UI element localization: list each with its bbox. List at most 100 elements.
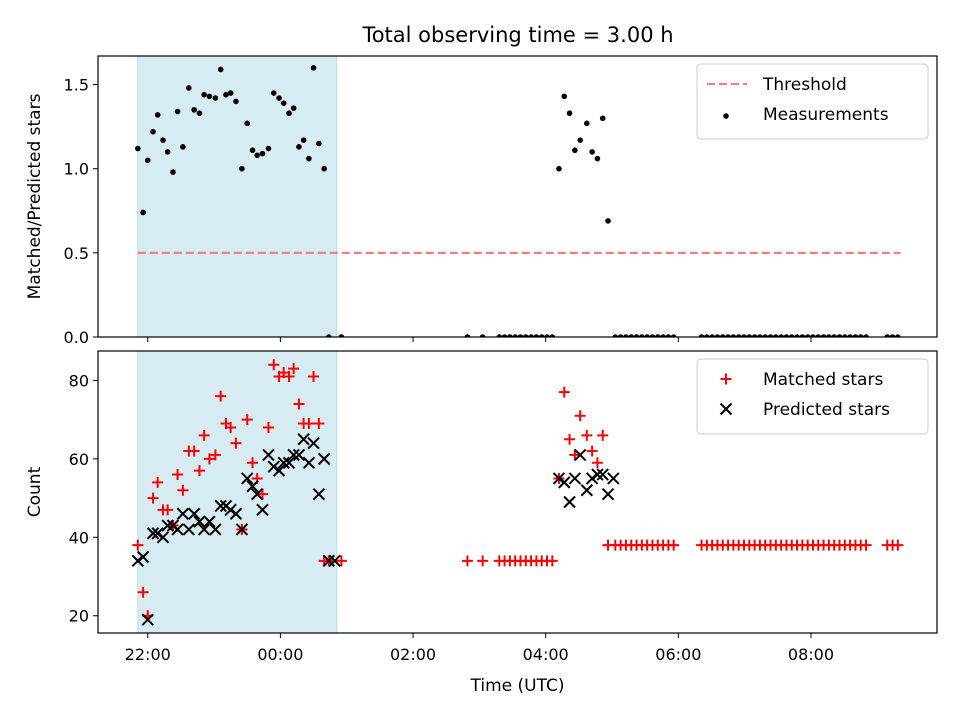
- matched-star-point: [241, 414, 253, 426]
- measurement-point: [533, 334, 540, 337]
- figure-title: Total observing time = 3.00 h: [361, 23, 673, 47]
- x-tick-label: 02:00: [390, 645, 436, 664]
- matched-star-point: [256, 488, 268, 500]
- measurement-point: [170, 169, 176, 175]
- predicted-star-point: [580, 484, 594, 497]
- matched-star-point: [188, 445, 200, 457]
- measurement-point: [741, 334, 747, 337]
- measurement-point: [660, 334, 666, 337]
- top-y-tick-label: 0.5: [64, 244, 89, 263]
- matched-star-point: [308, 370, 320, 382]
- predicted-star-point: [282, 456, 296, 469]
- predicted-star-point: [277, 456, 290, 469]
- matched-star-point: [558, 386, 570, 398]
- measurement-point: [201, 91, 207, 98]
- matched-star-point: [172, 469, 184, 481]
- measurement-point: [884, 334, 891, 337]
- measurement-point: [244, 120, 251, 127]
- measurement-point: [227, 90, 234, 96]
- measurement-point: [517, 334, 524, 337]
- predicted-star-point: [563, 495, 576, 509]
- matched-star-point: [581, 429, 593, 441]
- measurement-point: [566, 110, 573, 117]
- predicted-star-point: [596, 468, 609, 481]
- predicted-star-point: [235, 523, 249, 536]
- x-tick-label: 22:00: [125, 645, 171, 664]
- predicted-star-point: [287, 448, 300, 462]
- measurement-point: [206, 93, 213, 100]
- x-tick-label: 00:00: [257, 645, 303, 664]
- measurement-point: [649, 334, 656, 337]
- measurement-point: [847, 334, 853, 337]
- bottom-legend-label: Predicted stars: [763, 400, 890, 420]
- top-legend: Threshold Measurements: [696, 63, 929, 140]
- bottom-y-axis-label: Count: [25, 466, 45, 517]
- matched-star-point: [177, 484, 189, 496]
- matched-star-point: [225, 421, 237, 433]
- matched-star-point: [288, 363, 300, 375]
- predicted-star-point: [607, 472, 620, 485]
- measurement-point: [704, 334, 710, 337]
- measurement-point: [725, 334, 731, 337]
- measurement-point: [584, 120, 590, 127]
- predicted-star-point: [328, 554, 341, 568]
- measurement-point: [512, 334, 518, 337]
- measurement-point: [751, 334, 758, 337]
- measurement-point: [826, 334, 832, 337]
- predicted-star-point: [312, 487, 326, 501]
- measurement-point: [144, 157, 151, 164]
- measurement-point: [270, 90, 277, 96]
- bottom-y-tick-label: 60: [69, 450, 89, 469]
- measurement-point: [479, 334, 486, 337]
- measurement-point: [799, 334, 806, 337]
- measurement-point: [863, 334, 869, 337]
- matched-star-point: [268, 359, 280, 371]
- measurement-point: [212, 95, 219, 101]
- bottom-y-tick-label: 40: [69, 528, 89, 547]
- measurement-point: [820, 334, 827, 337]
- top-legend-box: [696, 63, 929, 140]
- measurement-point: [259, 150, 266, 157]
- measurement-point: [561, 93, 568, 100]
- matched-star-point: [262, 421, 274, 433]
- measurement-point: [612, 334, 619, 337]
- matched-star-point: [569, 449, 581, 461]
- predicted-star-point: [203, 515, 216, 528]
- predicted-star-point: [229, 507, 243, 520]
- measurement-point: [310, 64, 317, 71]
- measurement-point: [501, 334, 508, 337]
- bottom-panel: 20 40 60 80 22:00 00:00 02:00 04:00 06:00 08:00 Co…: [25, 350, 938, 696]
- measurement-point: [321, 165, 327, 172]
- measurement-point: [316, 140, 322, 147]
- measurement-point: [549, 334, 556, 337]
- measurement-point: [895, 334, 901, 337]
- predicted-star-point: [317, 452, 331, 466]
- bottom-y-tick-label: 20: [69, 607, 89, 626]
- measurement-point: [338, 334, 345, 337]
- predicted-star-point: [241, 472, 254, 485]
- measurement-point: [778, 334, 784, 337]
- matched-star-point: [209, 449, 221, 461]
- matched-star-point: [597, 429, 609, 441]
- predicted-star-point: [246, 480, 259, 493]
- matched-star-point: [574, 410, 586, 422]
- bottom-legend-label: Matched stars: [763, 370, 883, 390]
- predicted-star-point: [193, 515, 206, 528]
- measurement-point: [757, 334, 763, 337]
- matched-star-point: [313, 418, 325, 430]
- top-y-axis-label: Matched/Predicted stars: [25, 93, 45, 299]
- measurement-point: [528, 334, 534, 337]
- matched-star-point: [564, 433, 576, 445]
- measurement-point: [164, 149, 171, 155]
- measurement-point: [714, 334, 721, 337]
- measurement-point: [810, 334, 816, 337]
- predicted-star-point: [272, 464, 286, 477]
- measurement-point: [276, 95, 282, 101]
- measurement-point: [538, 334, 545, 337]
- predicted-star-point: [171, 523, 184, 536]
- predicted-star-point: [141, 613, 154, 626]
- bottom-y-tick-label: 80: [69, 371, 89, 390]
- top-y-tick-label: 1.5: [64, 76, 89, 95]
- measurement-point: [644, 334, 650, 337]
- measurement-point: [623, 334, 629, 337]
